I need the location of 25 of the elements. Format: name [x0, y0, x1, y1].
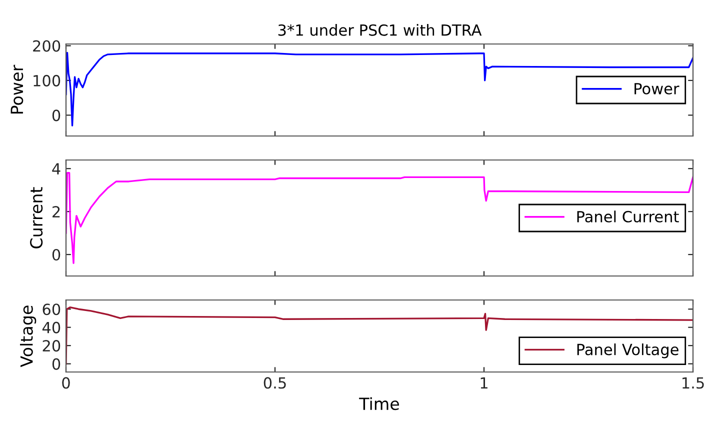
legend-label: Power — [634, 83, 680, 94]
y-axis-title: Current — [30, 187, 43, 248]
x-tick-label: 0.5 — [264, 377, 286, 389]
line-series — [66, 172, 693, 264]
y-axis-title: Power — [10, 64, 24, 114]
y-tick-label: 0 — [52, 248, 60, 261]
y-tick-label: 2 — [52, 206, 60, 218]
x-tick-label: 0 — [62, 377, 70, 389]
legend-label: Panel Current — [577, 210, 679, 222]
x-tick-label: 1 — [480, 377, 488, 388]
y-tick-label: 0 — [52, 358, 60, 370]
line-series — [66, 306, 693, 365]
line-series — [66, 52, 693, 126]
x-tick-label: 1.5 — [682, 377, 704, 389]
x-axis-title: Time — [359, 397, 400, 410]
chart-title: 3*1 under PSC1 with DTRA — [278, 24, 482, 36]
y-tick-label: 20 — [42, 340, 60, 352]
legend-label: Panel Voltage — [577, 343, 678, 358]
y-tick-label: 0 — [52, 110, 60, 122]
y-axis-title: Voltage — [20, 306, 36, 368]
y-tick-label: 60 — [42, 304, 60, 316]
y-tick-label: 40 — [42, 322, 60, 334]
y-tick-label: 4 — [52, 163, 60, 174]
y-tick-label: 100 — [34, 74, 60, 86]
y-tick-label: 200 — [33, 40, 60, 52]
